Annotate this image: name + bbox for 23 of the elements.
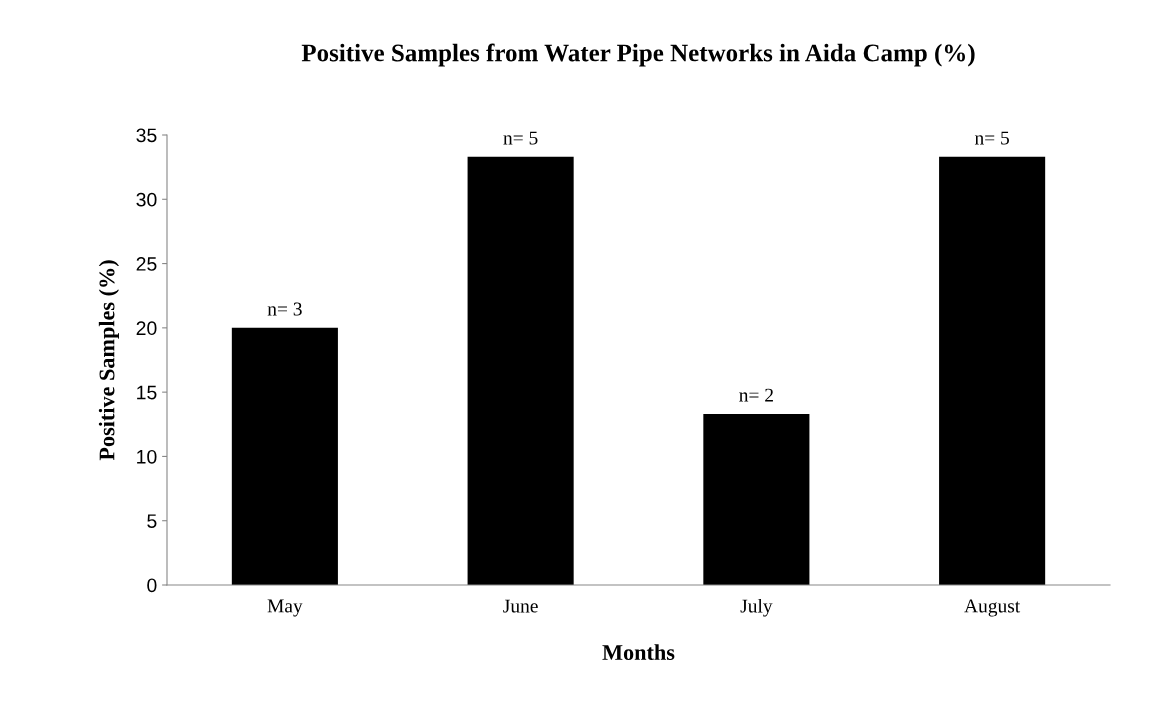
- y-tick-label: 30: [136, 192, 157, 207]
- y-tick-label: 25: [136, 257, 157, 271]
- x-tick-label: May: [267, 599, 303, 617]
- y-tick-label: 20: [136, 321, 157, 336]
- annotation: n= 5: [503, 131, 538, 145]
- annotation: n= 5: [974, 131, 1009, 145]
- y-tick-label: 35: [136, 128, 157, 143]
- y-tick-label: 0: [147, 578, 157, 593]
- bar: [231, 327, 338, 585]
- bar: [467, 156, 574, 585]
- x-tick-label: June: [503, 599, 538, 613]
- annotation: n= 2: [739, 388, 773, 402]
- annotation: n= 3: [267, 302, 302, 316]
- x-axis-title: Months: [602, 644, 675, 660]
- y-tick-label: 10: [137, 449, 157, 464]
- bar: [703, 414, 810, 585]
- y-axis-title: Positive Samples (%): [98, 260, 119, 461]
- bar: [939, 156, 1046, 585]
- x-tick-label: July: [740, 598, 773, 617]
- y-tick-label: 15: [137, 385, 157, 400]
- chart-title: Positive Samples from Water Pipe Networks in Aida Camp (%): [301, 43, 975, 67]
- y-tick-label: 5: [147, 514, 157, 528]
- x-tick-label: August: [964, 599, 1021, 617]
